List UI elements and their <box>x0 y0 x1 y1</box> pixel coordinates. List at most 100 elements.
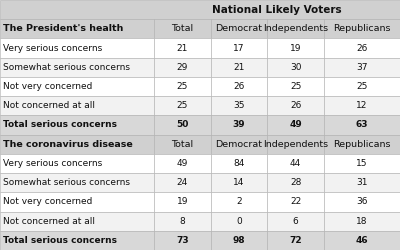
Bar <box>154 154 211 173</box>
Text: Not concerned at all: Not concerned at all <box>3 217 95 226</box>
Text: Independents: Independents <box>263 24 328 33</box>
Bar <box>0 231 154 250</box>
Text: Not concerned at all: Not concerned at all <box>3 101 95 110</box>
Bar <box>324 96 400 116</box>
Bar <box>211 134 267 154</box>
Bar <box>211 231 267 250</box>
Text: The coronavirus disease: The coronavirus disease <box>3 140 133 149</box>
Bar <box>267 192 324 212</box>
Text: Democrat: Democrat <box>216 24 262 33</box>
Text: Democrat: Democrat <box>216 140 262 149</box>
Bar <box>267 96 324 116</box>
Text: 18: 18 <box>356 217 368 226</box>
Bar <box>0 0 400 19</box>
Bar <box>0 154 154 173</box>
Bar <box>267 212 324 231</box>
Bar <box>0 38 154 58</box>
Text: National Likely Voters: National Likely Voters <box>212 4 342 15</box>
Text: 28: 28 <box>290 178 301 187</box>
Bar <box>211 38 267 58</box>
Text: 49: 49 <box>177 159 188 168</box>
Text: 19: 19 <box>290 44 301 52</box>
Text: 25: 25 <box>356 82 368 91</box>
Bar <box>154 192 211 212</box>
Text: 12: 12 <box>356 101 368 110</box>
Bar <box>0 96 154 116</box>
Bar <box>0 173 154 192</box>
Text: Very serious concerns: Very serious concerns <box>3 44 102 52</box>
Text: 21: 21 <box>233 63 245 72</box>
Bar <box>0 116 154 134</box>
Text: 31: 31 <box>356 178 368 187</box>
Bar <box>154 134 211 154</box>
Text: 72: 72 <box>289 236 302 245</box>
Bar <box>0 58 154 77</box>
Bar <box>154 19 211 38</box>
Text: Republicans: Republicans <box>333 140 391 149</box>
Bar <box>267 231 324 250</box>
Text: 50: 50 <box>176 120 188 130</box>
Text: 35: 35 <box>233 101 245 110</box>
Text: 24: 24 <box>177 178 188 187</box>
Bar <box>324 58 400 77</box>
Text: 0: 0 <box>236 217 242 226</box>
Text: 21: 21 <box>177 44 188 52</box>
Bar <box>154 96 211 116</box>
Bar <box>267 134 324 154</box>
Text: 30: 30 <box>290 63 301 72</box>
Bar <box>0 212 154 231</box>
Bar <box>0 134 154 154</box>
Bar <box>154 58 211 77</box>
Text: 6: 6 <box>293 217 298 226</box>
Text: 29: 29 <box>177 63 188 72</box>
Text: 46: 46 <box>356 236 368 245</box>
Text: 26: 26 <box>233 82 245 91</box>
Text: 98: 98 <box>233 236 245 245</box>
Text: 73: 73 <box>176 236 189 245</box>
Text: Not very concerned: Not very concerned <box>3 82 92 91</box>
Text: 49: 49 <box>289 120 302 130</box>
Text: 2: 2 <box>236 198 242 206</box>
Text: 14: 14 <box>233 178 245 187</box>
Bar <box>211 96 267 116</box>
Text: Total serious concerns: Total serious concerns <box>3 120 117 130</box>
Text: 36: 36 <box>356 198 368 206</box>
Bar <box>324 154 400 173</box>
Text: Total: Total <box>171 140 194 149</box>
Text: 22: 22 <box>290 198 301 206</box>
Bar <box>154 77 211 96</box>
Bar <box>324 173 400 192</box>
Text: 44: 44 <box>290 159 301 168</box>
Text: 84: 84 <box>233 159 245 168</box>
Bar <box>211 19 267 38</box>
Text: 8: 8 <box>180 217 185 226</box>
Text: Not very concerned: Not very concerned <box>3 198 92 206</box>
Text: 25: 25 <box>290 82 301 91</box>
Bar <box>324 212 400 231</box>
Bar <box>324 116 400 134</box>
Bar <box>211 212 267 231</box>
Bar <box>211 116 267 134</box>
Bar <box>154 231 211 250</box>
Bar <box>324 19 400 38</box>
Bar <box>267 154 324 173</box>
Text: 26: 26 <box>356 44 368 52</box>
Text: Independents: Independents <box>263 140 328 149</box>
Bar <box>154 38 211 58</box>
Bar <box>267 77 324 96</box>
Bar <box>211 173 267 192</box>
Bar <box>211 192 267 212</box>
Bar <box>211 154 267 173</box>
Text: Somewhat serious concerns: Somewhat serious concerns <box>3 63 130 72</box>
Bar <box>0 19 154 38</box>
Text: 37: 37 <box>356 63 368 72</box>
Bar <box>154 212 211 231</box>
Bar <box>154 116 211 134</box>
Text: 63: 63 <box>356 120 368 130</box>
Text: Very serious concerns: Very serious concerns <box>3 159 102 168</box>
Bar <box>211 77 267 96</box>
Text: 26: 26 <box>290 101 301 110</box>
Text: 15: 15 <box>356 159 368 168</box>
Bar <box>324 77 400 96</box>
Text: 39: 39 <box>233 120 245 130</box>
